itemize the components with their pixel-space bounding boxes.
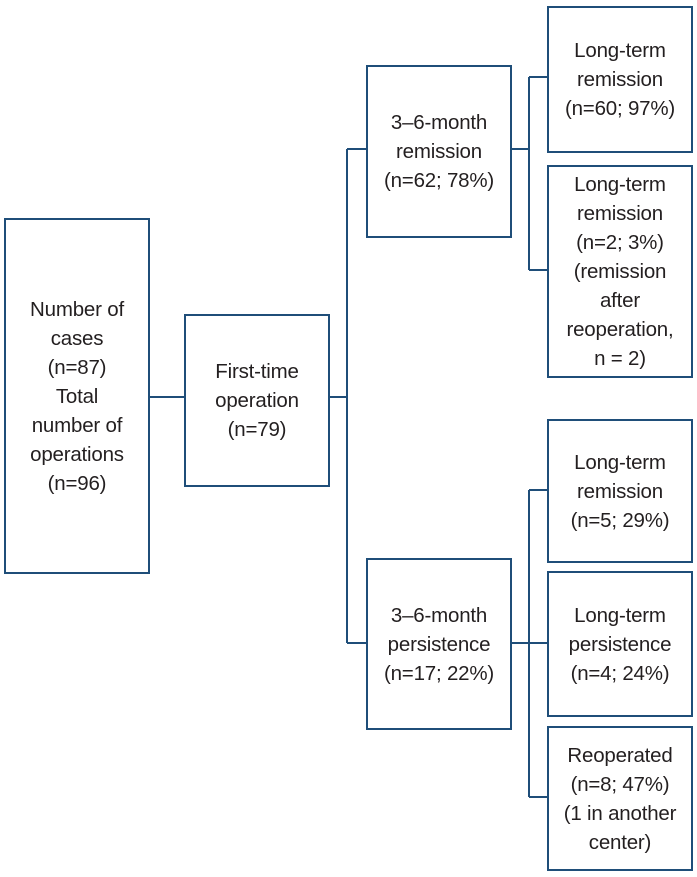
- node-first-operation: First-time operation (n=79): [184, 314, 330, 487]
- node-first-operation-line: (n=79): [227, 418, 287, 441]
- node-long-term-remission-b-line: (remission: [573, 260, 667, 283]
- node-root-line: Number of: [30, 297, 124, 321]
- node-persistence-3-6-month: 3–6-month persistence (n=17; 22%): [366, 558, 512, 730]
- node-long-term-remission-a: Long-term remission (n=60; 97%): [547, 6, 693, 153]
- node-long-term-remission-a-text: Long-term remission (n=60; 97%): [565, 36, 675, 123]
- node-long-term-remission-b-line: (n=2; 3%): [576, 231, 664, 254]
- node-root-line: operations: [30, 442, 124, 466]
- node-remission-3-6-month-line: 3–6-month: [390, 111, 488, 134]
- node-long-term-remission-c-line: (n=5; 29%): [570, 508, 670, 532]
- node-long-term-remission-c-line: Long-term: [574, 450, 666, 474]
- node-persistence-3-6-month-line: persistence: [387, 632, 491, 656]
- node-remission-3-6-month: 3–6-month remission (n=62; 78%): [366, 65, 512, 238]
- node-root-line: number of: [31, 413, 123, 437]
- node-long-term-persistence-line: persistence: [568, 632, 672, 656]
- node-long-term-remission-b-line: n = 2): [594, 347, 646, 370]
- node-remission-3-6-month-line: remission: [396, 140, 482, 163]
- node-long-term-persistence-line: Long-term: [574, 603, 666, 627]
- node-first-operation-line: operation: [215, 389, 299, 412]
- node-root-line: cases: [50, 326, 104, 350]
- node-long-term-remission-b-line: after: [599, 289, 640, 312]
- node-long-term-remission-c-text: Long-term remission (n=5; 29%): [571, 448, 670, 535]
- node-reoperated-line: (1 in another: [563, 801, 677, 825]
- node-long-term-remission-c: Long-term remission (n=5; 29%): [547, 419, 693, 563]
- node-long-term-remission-b-line: Long-term: [574, 173, 666, 196]
- node-reoperated-line: (n=8; 47%): [570, 772, 670, 796]
- node-first-operation-line: First-time: [215, 360, 299, 383]
- node-long-term-persistence-line: (n=4; 24%): [570, 661, 670, 685]
- node-reoperated: Reoperated (n=8; 47%) (1 in another cent…: [547, 726, 693, 871]
- node-long-term-remission-b: Long-term remission (n=2; 3%) (remission…: [547, 165, 693, 378]
- node-first-operation-text: First-time operation (n=79): [215, 357, 299, 444]
- node-root-text: Number of cases (n=87) Total number of o…: [30, 295, 124, 498]
- node-long-term-persistence: Long-term persistence (n=4; 24%): [547, 571, 693, 717]
- node-long-term-remission-a-line: (n=60; 97%): [564, 97, 676, 120]
- node-persistence-3-6-month-text: 3–6-month persistence (n=17; 22%): [384, 601, 494, 688]
- node-long-term-remission-c-line: remission: [577, 479, 663, 503]
- node-persistence-3-6-month-line: (n=17; 22%): [383, 661, 495, 685]
- node-root-line: (n=96): [47, 471, 107, 495]
- node-reoperated-line: Reoperated: [567, 743, 673, 767]
- node-long-term-remission-b-line: reoperation,: [566, 318, 674, 341]
- node-reoperated-text: Reoperated (n=8; 47%) (1 in another cent…: [564, 741, 677, 857]
- node-reoperated-line: center): [588, 830, 652, 854]
- node-long-term-remission-a-line: remission: [577, 68, 663, 91]
- node-remission-3-6-month-line: (n=62; 78%): [383, 169, 495, 192]
- node-long-term-remission-b-text: Long-term remission (n=2; 3%) (remission…: [566, 170, 673, 373]
- node-root-line: Total: [55, 384, 99, 408]
- node-root-line: (n=87): [47, 355, 107, 379]
- node-root: Number of cases (n=87) Total number of o…: [4, 218, 150, 574]
- node-remission-3-6-month-text: 3–6-month remission (n=62; 78%): [384, 108, 494, 195]
- node-long-term-persistence-text: Long-term persistence (n=4; 24%): [569, 601, 672, 688]
- node-persistence-3-6-month-line: 3–6-month: [390, 603, 488, 627]
- node-long-term-remission-a-line: Long-term: [574, 39, 666, 62]
- node-long-term-remission-b-line: remission: [577, 202, 663, 225]
